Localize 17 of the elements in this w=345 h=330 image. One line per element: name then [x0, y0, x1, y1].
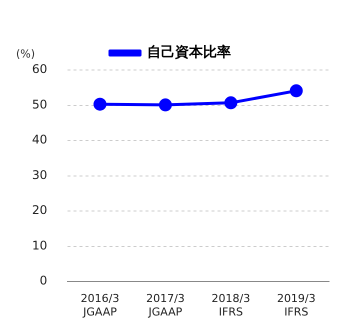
legend-label: 自己資本比率 [147, 44, 231, 61]
x-tick-label: 2017/3 JGAAP [146, 292, 185, 318]
x-tick-label: 2016/3 JGAAP [80, 292, 120, 318]
point [158, 98, 172, 112]
point [290, 84, 303, 98]
y-tick-label: 40 [32, 132, 48, 147]
x-tick-label: 2018/3 IFRS [212, 292, 250, 318]
y-tick-label: 20 [32, 203, 48, 218]
point [93, 98, 106, 111]
y-axis-title: (%) [16, 47, 36, 60]
y-tick-label: 10 [32, 238, 48, 252]
point [224, 96, 238, 110]
y-tick-label: 60 [32, 62, 48, 76]
y-tick-label: 0 [40, 274, 48, 288]
y-tick-label: 30 [32, 168, 48, 182]
x-tick-label: 2019/3 IFRS [276, 292, 316, 318]
y-tick-label: 50 [32, 97, 48, 112]
